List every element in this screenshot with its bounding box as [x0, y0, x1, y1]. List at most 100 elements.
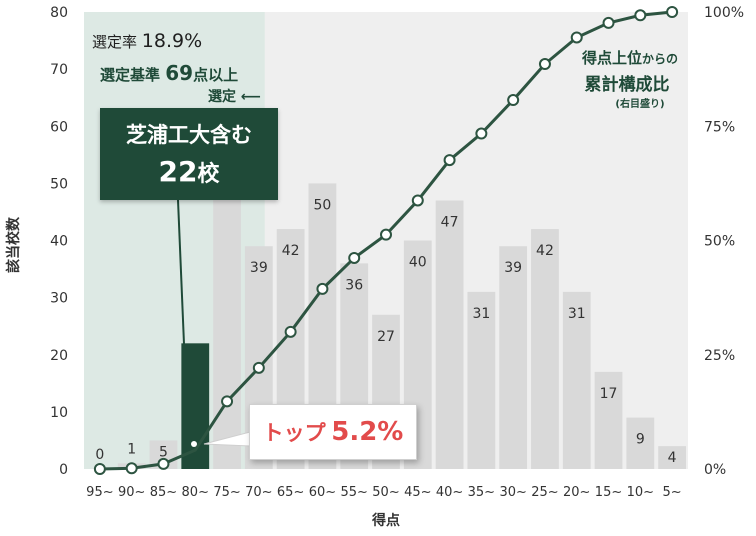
criteria-prefix: 選定基準 — [100, 66, 161, 84]
cumulative-point — [93, 463, 106, 475]
selection-criteria: 選定基準 69点以上 — [100, 61, 238, 85]
x-tick-label: 95~ — [86, 485, 113, 500]
y-tick-label: 10 — [50, 405, 68, 421]
bar-value-label: 1 — [127, 441, 136, 457]
top-callout: トップ 5.2% — [249, 404, 417, 460]
y-tick-label: 20 — [50, 348, 68, 364]
y-tick-label: 80 — [50, 5, 68, 21]
cumulative-point — [634, 9, 647, 22]
cumulative-point — [475, 127, 488, 140]
y2-tick-label: 0% — [704, 462, 726, 478]
bar-value-label: 31 — [472, 306, 490, 322]
y2-axis-ticks: 0% 25% 50% 75% 100% — [704, 5, 744, 478]
cumulative-point — [284, 325, 297, 338]
x-tick-label: 45~ — [404, 485, 431, 500]
cumulative-points — [93, 6, 679, 475]
bar — [658, 446, 686, 469]
x-tick-label: 85~ — [150, 485, 177, 500]
callout-line1: 芝浦工大含む — [126, 123, 252, 147]
bar-value-label: 4 — [668, 450, 677, 466]
top-label: トップ — [262, 421, 326, 445]
y2-tick-label: 25% — [704, 348, 735, 364]
bar-value-label: 36 — [345, 277, 363, 293]
bar-value-label: 31 — [568, 306, 586, 322]
bar-value-label: 42 — [282, 243, 300, 259]
bar — [562, 291, 591, 469]
cumulative-label-line2: 累計構成比 — [585, 74, 670, 95]
highlight-callout: 芝浦工大含む 22校 — [100, 108, 278, 200]
cumulative-label-part-b: からの — [642, 52, 678, 66]
bar — [626, 417, 655, 469]
criteria-suffix: 点以上 — [193, 66, 239, 84]
x-tick-label: 55~ — [340, 485, 367, 500]
cumulative-point — [538, 58, 551, 71]
callout-pointer — [177, 199, 185, 345]
x-tick-label: 25~ — [531, 485, 558, 500]
y2-tick-label: 75% — [704, 119, 735, 135]
x-tick-label: 60~ — [309, 485, 336, 500]
bar — [594, 371, 623, 469]
criteria-value: 69 — [165, 61, 194, 85]
selection-criteria-line2: 選定 ⟵ — [208, 89, 261, 105]
y2-tick-label: 100% — [704, 5, 744, 21]
bar — [435, 200, 464, 469]
x-tick-label: 20~ — [563, 485, 590, 500]
x-axis-title: 得点 — [371, 512, 400, 529]
bar — [499, 246, 528, 469]
bar-value-label: 17 — [600, 386, 618, 402]
y-tick-label: 60 — [50, 119, 68, 135]
bar-value-label: 39 — [250, 260, 268, 276]
bar-value-label: 40 — [409, 255, 427, 271]
selection-rate: 選定率 18.9% — [92, 30, 202, 52]
bar — [531, 229, 559, 469]
cumulative-point — [380, 228, 392, 241]
callout-line2: 22校 — [100, 154, 278, 193]
cumulative-point — [507, 94, 520, 107]
x-tick-label: 35~ — [468, 485, 495, 500]
cumulative-label-part-a: 得点上位 — [581, 49, 642, 67]
x-tick-label: 15~ — [595, 485, 622, 500]
bar-value-label: 0 — [95, 447, 104, 463]
y-tick-label: 40 — [50, 234, 68, 250]
cumulative-point — [316, 282, 329, 295]
bar-value-label: 42 — [536, 243, 554, 259]
x-tick-label: 30~ — [499, 485, 526, 500]
x-tick-label: 65~ — [277, 485, 304, 500]
x-tick-label: 40~ — [436, 485, 463, 500]
cumulative-point — [348, 251, 361, 264]
x-tick-label: 50~ — [372, 485, 399, 500]
bar-value-label: 9 — [636, 432, 645, 448]
cumulative-point — [157, 457, 170, 470]
bar-value-label: 50 — [314, 197, 332, 213]
x-axis-ticks: 95~ 90~ 85~ 80~ 75~ 70~ 65~ 60~ 55~ 50~ 45~ 40~ 35~ 3… — [86, 485, 682, 500]
cumulative-label-line3: (右目盛り) — [615, 97, 664, 110]
y-tick-label: 50 — [50, 176, 68, 192]
cumulative-label-line1: 得点上位からの — [581, 49, 678, 67]
cumulative-point — [443, 154, 456, 167]
selection-rate-value: 18.9% — [141, 30, 203, 52]
cumulative-point — [666, 6, 679, 18]
bar-value-label: 5 — [159, 444, 168, 460]
cumulative-point — [602, 16, 615, 29]
y-axis-title: 該当校数 — [5, 216, 22, 273]
x-tick-label: 80~ — [182, 485, 209, 500]
x-tick-label: 10~ — [627, 485, 654, 500]
bar-value-label: 47 — [441, 215, 459, 231]
cumulative-point — [252, 361, 265, 374]
bar-value-label: 27 — [377, 329, 395, 345]
bar-value-labels: 0155739425036274047313942311794 — [95, 157, 676, 466]
cumulative-point — [221, 395, 234, 408]
callout-unit: 校 — [197, 162, 220, 187]
top-marker-dot — [191, 441, 197, 447]
y-tick-label: 0 — [59, 462, 68, 478]
y2-tick-label: 50% — [704, 234, 735, 250]
y-tick-label: 70 — [50, 62, 68, 78]
bar-value-label: 39 — [504, 260, 522, 276]
bar — [467, 291, 496, 469]
x-tick-label: 75~ — [213, 485, 240, 500]
top-value: 5.2% — [331, 417, 404, 447]
cumulative-point — [570, 31, 583, 44]
y-axis-ticks: 0 10 20 30 40 50 60 70 80 — [50, 5, 68, 478]
y-tick-label: 30 — [50, 291, 68, 307]
cumulative-point — [411, 194, 424, 207]
